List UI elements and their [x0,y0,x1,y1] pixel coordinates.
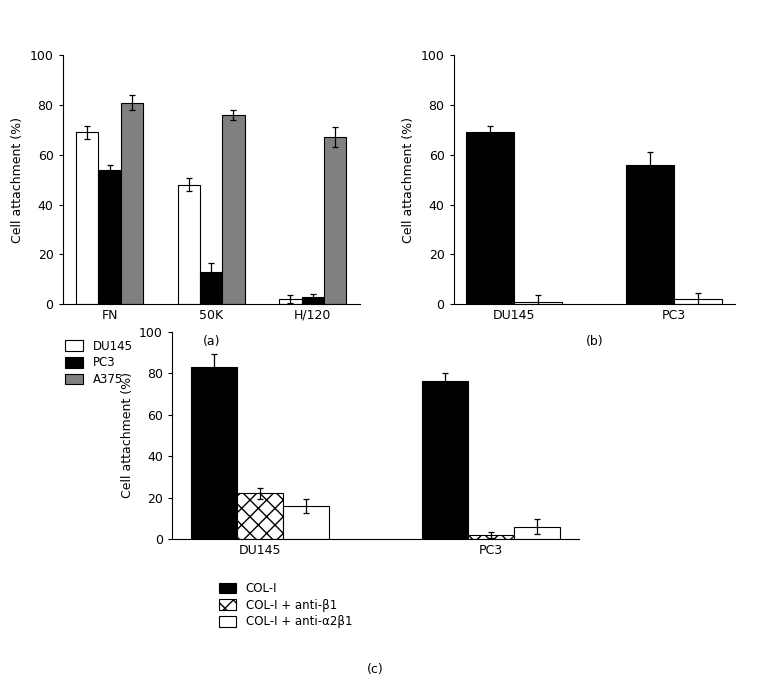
Y-axis label: Cell attachment (%): Cell attachment (%) [120,372,134,498]
Bar [468,535,514,539]
Bar [178,184,200,304]
Bar [222,115,245,304]
Bar [283,506,329,539]
Bar [76,133,99,304]
Bar [120,102,143,304]
Bar [191,367,237,539]
Bar [200,272,222,304]
Y-axis label: Cell attachment (%): Cell attachment (%) [11,117,24,243]
Bar [421,381,468,539]
Bar [466,133,515,304]
Legend: DU145, PC3, A375: DU145, PC3, A375 [66,340,133,386]
Bar [674,299,723,304]
Bar [626,164,674,304]
Text: (c): (c) [367,663,384,676]
Y-axis label: Cell attachment (%): Cell attachment (%) [402,117,415,243]
Bar [237,493,283,539]
Legend: COL-I, COL-I + anti-β1, COL-I + anti-α2β1: COL-I, COL-I + anti-β1, COL-I + anti-α2β… [219,583,352,628]
Bar [302,296,324,304]
Bar [99,170,120,304]
Text: (b): (b) [586,335,603,348]
Bar [324,138,346,304]
Text: (a): (a) [203,335,220,348]
Bar [514,527,560,539]
Legend: FN, FN + anti-β1: FN, FN + anti-β1 [457,340,559,369]
Bar [279,299,302,304]
Bar [515,301,562,304]
